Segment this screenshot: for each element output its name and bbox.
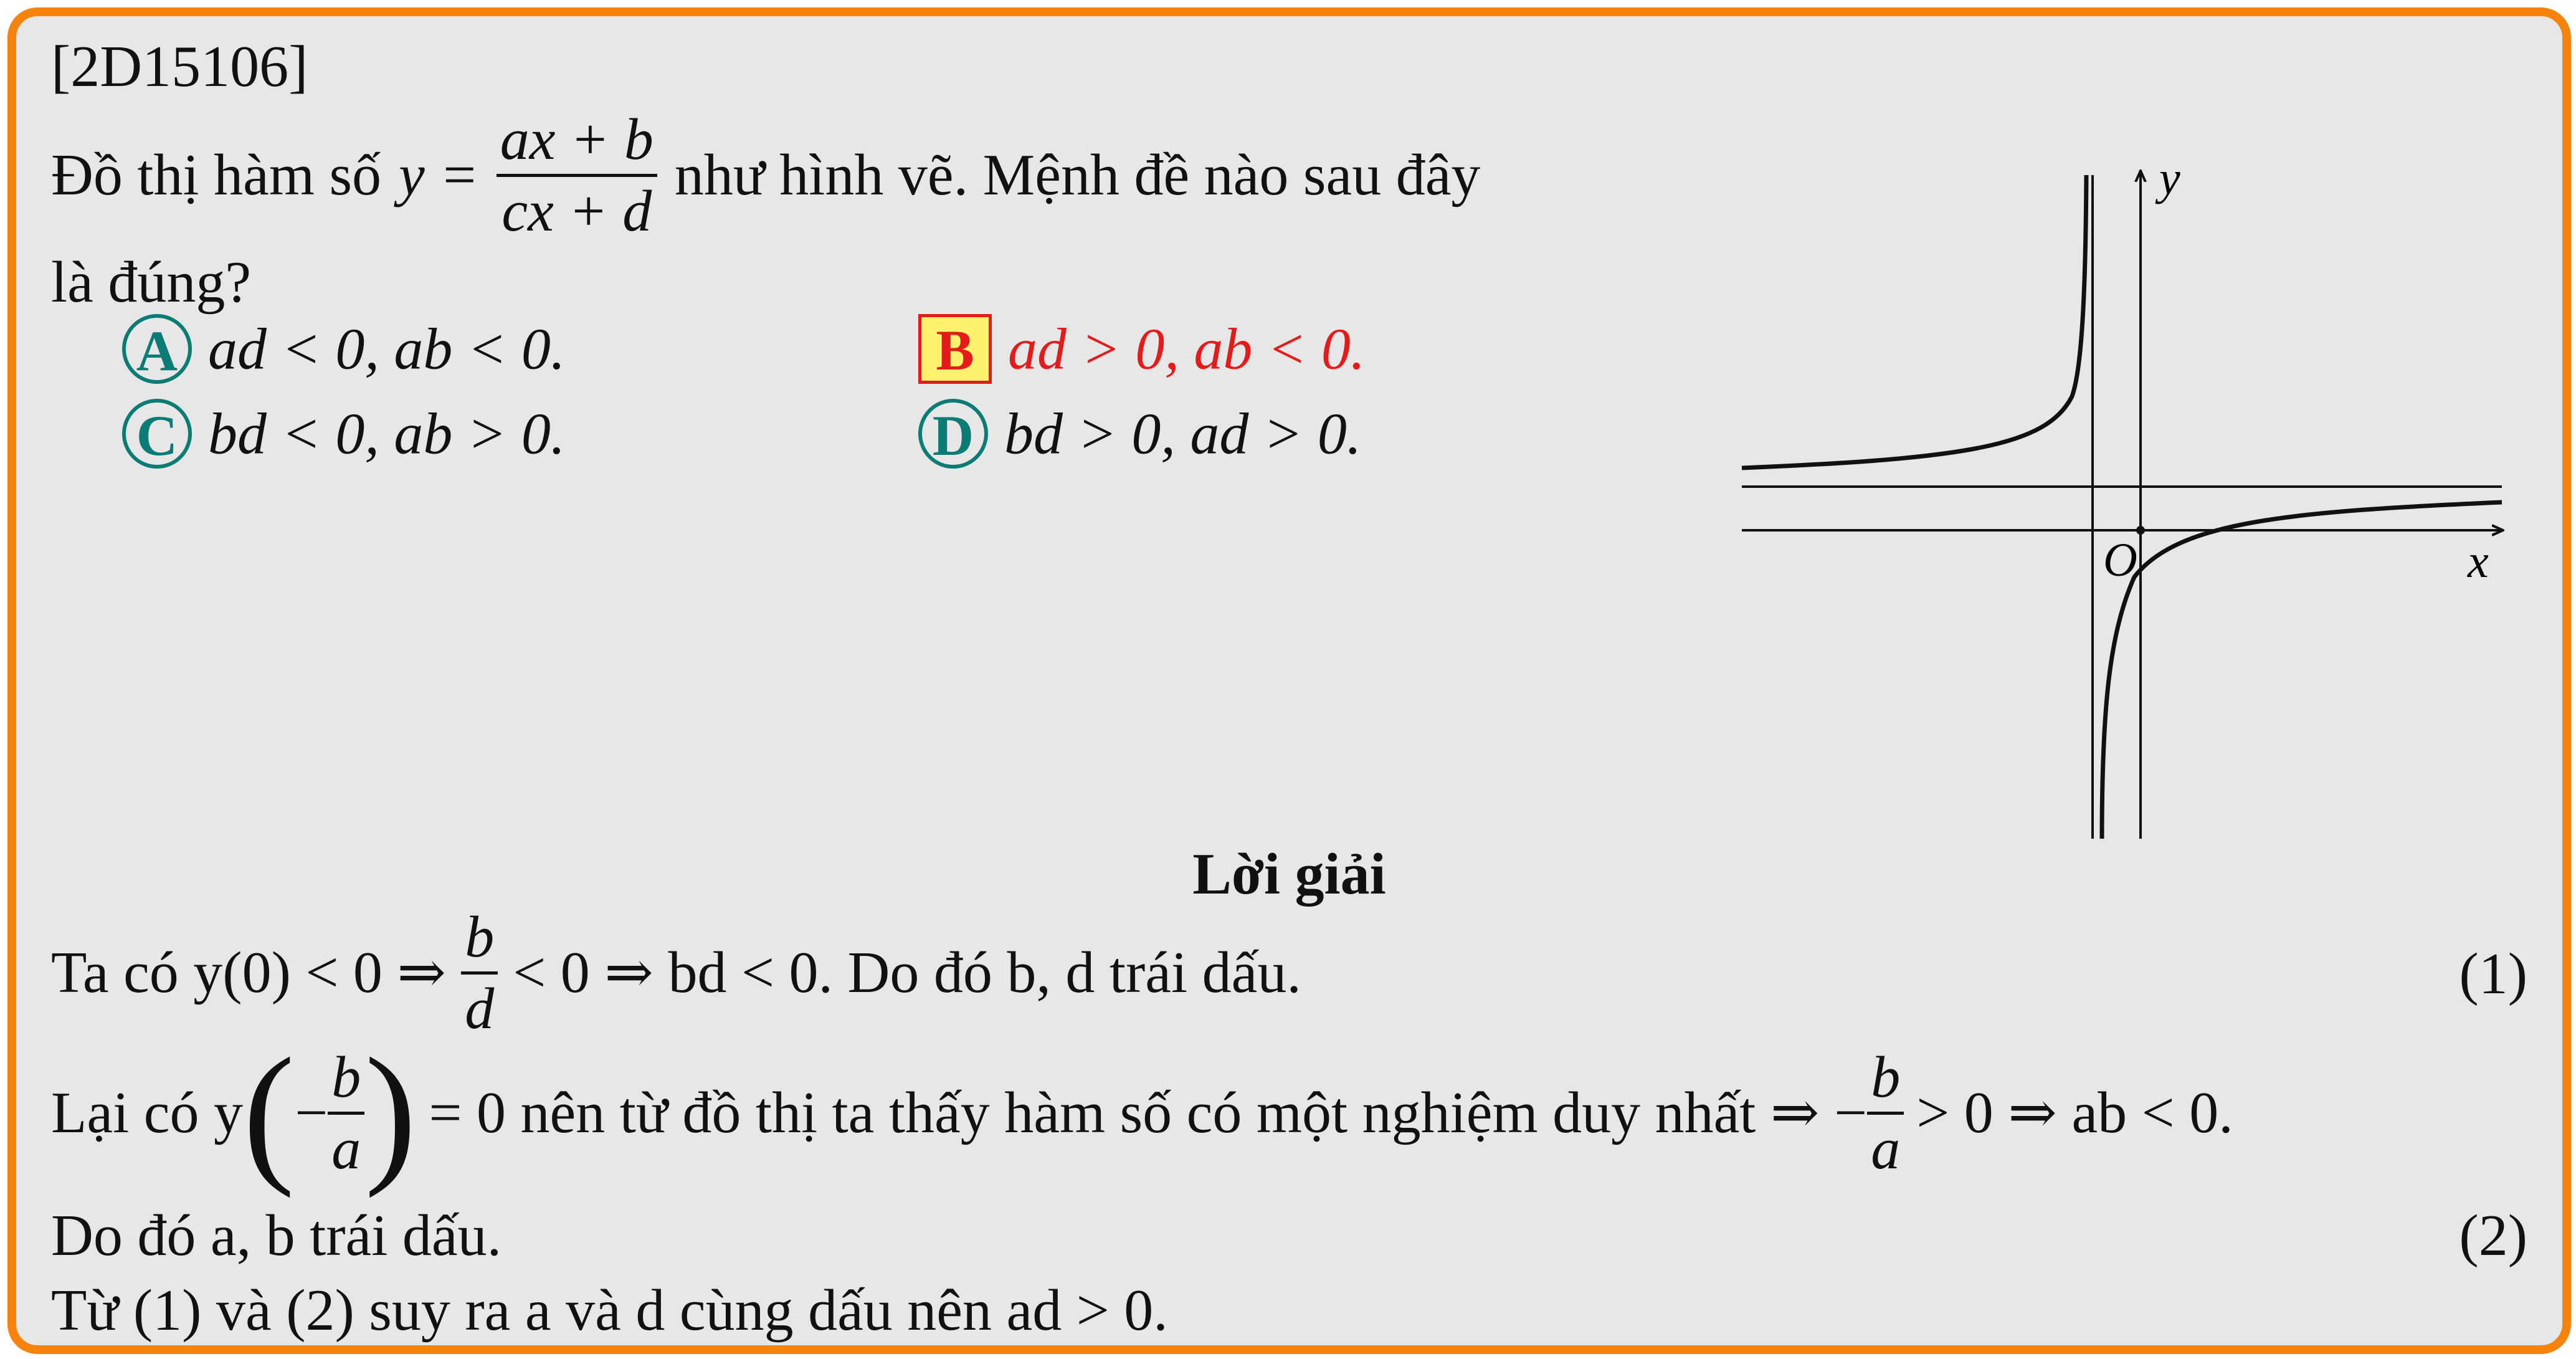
origin-label: O bbox=[2103, 534, 2137, 586]
right-branch bbox=[2099, 500, 2502, 839]
question-y-eq: y = bbox=[399, 143, 479, 207]
fraction-numerator: b bbox=[331, 1044, 361, 1110]
solution-tag-1: (1) bbox=[2459, 942, 2527, 1006]
solution-tag-2: (2) bbox=[2459, 1203, 2527, 1268]
option-a-label: A bbox=[122, 314, 192, 384]
fraction-denominator: a bbox=[1871, 1116, 1901, 1181]
fraction-bar bbox=[496, 173, 657, 177]
option-d-label: D bbox=[918, 399, 988, 469]
left-paren: ( bbox=[242, 1026, 295, 1199]
y-axis-label: y bbox=[2155, 152, 2180, 204]
question-line-2: là đúng? bbox=[51, 250, 252, 315]
option-b-label: B bbox=[918, 314, 992, 384]
option-d-text: bd > 0, ad > 0. bbox=[1004, 401, 1362, 467]
solution-line-2: Lại có y ( − b a ) = 0 nên từ đồ thị ta … bbox=[51, 1026, 2233, 1199]
solution-line-4: Từ (1) và (2) suy ra a và d cùng dấu nên… bbox=[51, 1278, 1168, 1343]
x-axis-label: x bbox=[2467, 535, 2489, 588]
fraction-bar bbox=[1867, 1111, 1904, 1115]
fraction-numerator: b bbox=[1871, 1044, 1901, 1110]
fraction-denominator: d bbox=[465, 976, 495, 1041]
option-c-label: C bbox=[122, 399, 192, 469]
solution-l2-mid: = 0 nên từ đồ thị ta thấy hàm số có một … bbox=[429, 1080, 1868, 1145]
option-a-text: ad < 0, ab < 0. bbox=[208, 317, 566, 382]
fraction-bar bbox=[328, 1111, 365, 1115]
solution-l2-pre: Lại có y bbox=[51, 1080, 243, 1145]
left-branch bbox=[1741, 174, 2089, 470]
solution-l2-fraction-2: b a bbox=[1867, 1048, 1904, 1178]
fraction-bar bbox=[461, 971, 498, 975]
solution-l1-fraction: b d bbox=[461, 908, 498, 1038]
question-suffix: như hình vẽ. Mệnh đề nào sau đây bbox=[674, 143, 1481, 207]
solution-l2-post: > 0 ⇒ ab < 0. bbox=[1916, 1080, 2233, 1145]
question-line-1: Đồ thị hàm số y = ax + b cx + d như hình… bbox=[51, 103, 1480, 247]
solution-l1-pre: Ta có y(0) < 0 ⇒ bbox=[51, 940, 447, 1005]
solution-l2-minus: − bbox=[295, 1080, 328, 1145]
solution-line-3: Do đó a, b trái dấu. bbox=[51, 1203, 502, 1268]
question-card: [2D15106] Đồ thị hàm số y = ax + b cx + … bbox=[7, 7, 2571, 1354]
fraction-denominator: cx + d bbox=[501, 178, 652, 244]
right-paren: ) bbox=[364, 1026, 417, 1199]
option-b-text: ad > 0, ab < 0. bbox=[1008, 317, 1366, 382]
solution-l2-fraction: b a bbox=[328, 1044, 365, 1181]
question-fraction: ax + b cx + d bbox=[496, 107, 657, 244]
question-prefix: Đồ thị hàm số bbox=[51, 143, 382, 207]
fraction-numerator: b bbox=[465, 904, 495, 970]
function-graph: O x y bbox=[1741, 152, 2514, 839]
question-id: [2D15106] bbox=[51, 34, 308, 99]
solution-line-1: Ta có y(0) < 0 ⇒ b d < 0 ⇒ bd < 0. Do đó… bbox=[51, 901, 1301, 1044]
solution-l1-post: < 0 ⇒ bd < 0. Do đó b, d trái dấu. bbox=[513, 940, 1301, 1005]
fraction-denominator: a bbox=[331, 1116, 361, 1181]
fraction-numerator: ax + b bbox=[500, 107, 654, 172]
option-c-text: bd < 0, ab > 0. bbox=[208, 401, 566, 467]
origin-dot bbox=[2136, 526, 2145, 535]
solution-heading: Lời giải bbox=[1192, 842, 1386, 907]
